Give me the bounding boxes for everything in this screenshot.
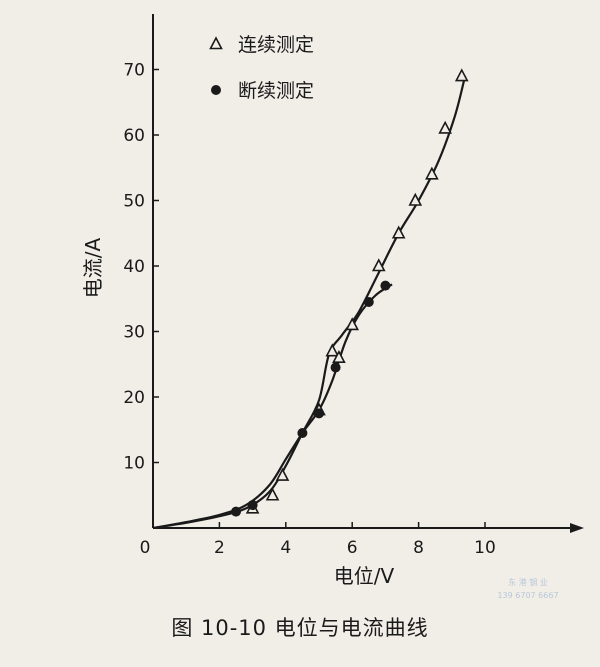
triangle-point	[438, 120, 452, 134]
legend-circle-marker	[211, 85, 221, 95]
x-tick-label: 8	[413, 538, 424, 558]
y-tick-label: 40	[123, 257, 145, 277]
x-tick-label: 10	[474, 538, 496, 558]
curve-line-1	[152, 75, 467, 530]
triangle-point	[275, 467, 290, 481]
triangle-point	[371, 258, 386, 272]
circle-point	[380, 280, 391, 291]
circle-point	[297, 428, 308, 439]
triangle-point	[265, 487, 280, 501]
watermark-line-1: 东 港 钢 业	[508, 578, 548, 587]
legend-label: 断续测定	[238, 80, 314, 102]
watermark: 东 港 钢 业 139 6707 6667	[478, 576, 578, 602]
axes: 0 2 4 6 8 10 10 20 30 40 50 60 70 电位/V 电流/A	[81, 14, 584, 588]
y-tick-label: 50	[123, 192, 145, 212]
triangle-point	[454, 68, 469, 82]
x-axis-title: 电位/V	[334, 564, 395, 588]
triangle-point	[425, 166, 439, 180]
x-axis-arrow	[570, 523, 584, 533]
triangle-point	[345, 317, 360, 331]
x-tick-label: 0	[140, 538, 151, 558]
y-tick-label: 30	[123, 323, 145, 343]
curves	[152, 75, 467, 530]
x-tick-label: 6	[347, 538, 358, 558]
triangle-point	[332, 349, 346, 364]
circle-point	[314, 408, 324, 419]
y-axis-title: 电流/A	[81, 237, 105, 298]
watermark-line-2: 139 6707 6667	[497, 591, 559, 600]
circle-point	[231, 506, 241, 517]
circle-point	[363, 297, 374, 308]
y-tick-label: 60	[123, 126, 145, 146]
y-tick-label: 70	[123, 61, 145, 81]
legend-label: 连续测定	[238, 34, 314, 56]
x-tick-label: 2	[214, 538, 225, 558]
circle-point	[247, 500, 258, 511]
y-tick-label: 20	[123, 388, 145, 408]
legend-triangle-marker	[209, 36, 223, 50]
x-tick-label: 4	[280, 538, 291, 558]
markers	[231, 68, 469, 517]
y-tick-label: 10	[123, 454, 145, 474]
circle-point	[330, 362, 341, 373]
triangle-point	[391, 225, 406, 239]
figure-caption: 图 10-10 电位与电流曲线	[171, 616, 429, 640]
triangle-point	[325, 343, 340, 357]
triangle-point	[408, 192, 423, 206]
